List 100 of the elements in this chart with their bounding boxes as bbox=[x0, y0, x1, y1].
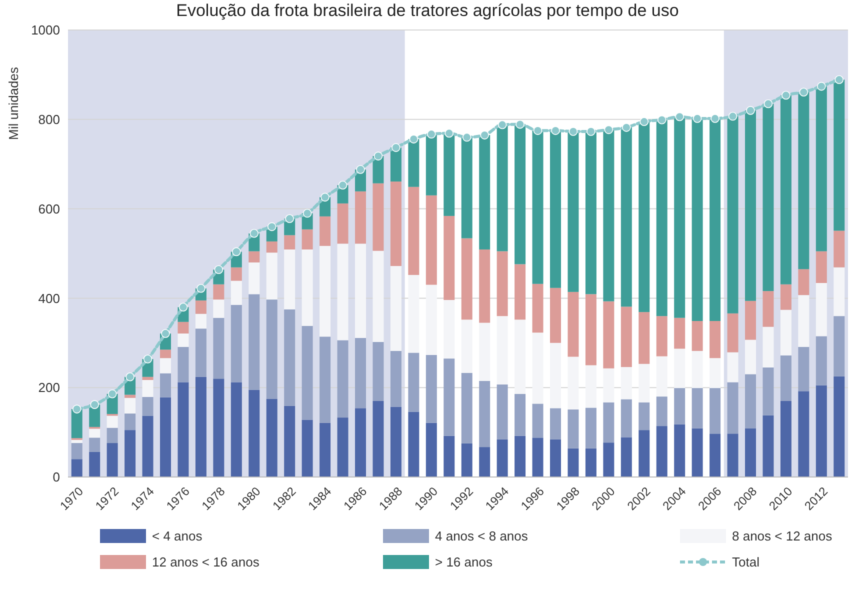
bar bbox=[710, 320, 721, 358]
point bbox=[338, 180, 348, 190]
bar bbox=[355, 408, 366, 477]
bar bbox=[195, 300, 206, 314]
bar bbox=[106, 416, 118, 428]
point bbox=[728, 112, 738, 121]
point bbox=[568, 127, 578, 136]
bar bbox=[248, 390, 260, 477]
bar bbox=[834, 267, 845, 316]
bar bbox=[230, 267, 242, 281]
bar bbox=[532, 284, 544, 333]
point bbox=[586, 127, 596, 136]
bar bbox=[620, 127, 632, 307]
bar bbox=[213, 318, 224, 379]
bar bbox=[408, 186, 420, 275]
bar bbox=[408, 274, 420, 353]
point bbox=[498, 120, 507, 130]
bar bbox=[248, 251, 260, 262]
bar bbox=[124, 430, 136, 477]
point bbox=[480, 130, 489, 140]
bar bbox=[320, 246, 331, 337]
bar bbox=[479, 249, 490, 323]
legend-label: < 4 anos bbox=[152, 528, 203, 544]
bar bbox=[496, 439, 508, 477]
bar bbox=[727, 116, 738, 314]
bar bbox=[620, 399, 632, 438]
bar bbox=[550, 288, 561, 343]
bar bbox=[816, 251, 827, 283]
bar bbox=[514, 394, 526, 436]
bar bbox=[692, 350, 703, 388]
bar bbox=[710, 118, 721, 321]
bar bbox=[620, 367, 632, 400]
bar bbox=[638, 122, 650, 312]
bar bbox=[745, 340, 756, 374]
bar bbox=[674, 424, 686, 477]
bar bbox=[514, 320, 526, 394]
bar bbox=[372, 183, 384, 251]
bar bbox=[727, 382, 738, 434]
point bbox=[640, 117, 649, 126]
point bbox=[374, 152, 383, 160]
bar bbox=[780, 95, 792, 284]
point bbox=[302, 208, 312, 218]
bar bbox=[160, 397, 171, 477]
point bbox=[320, 192, 330, 202]
bar bbox=[496, 384, 508, 440]
legend-label: 4 anos < 8 anos bbox=[435, 528, 528, 544]
bar bbox=[160, 350, 171, 358]
bar bbox=[620, 306, 632, 368]
bar bbox=[780, 355, 792, 402]
bar bbox=[320, 422, 331, 477]
bar bbox=[426, 354, 437, 423]
y-tick-label: 0 bbox=[52, 470, 60, 485]
bar bbox=[390, 266, 402, 351]
bar bbox=[178, 322, 189, 334]
point bbox=[356, 165, 365, 174]
y-tick-label: 1000 bbox=[31, 22, 60, 38]
point bbox=[108, 389, 117, 398]
point bbox=[622, 123, 631, 132]
bar bbox=[213, 378, 224, 477]
legend-label: 12 anos < 16 anos bbox=[152, 554, 260, 570]
bar bbox=[408, 412, 420, 477]
bar bbox=[372, 401, 384, 477]
bar bbox=[568, 292, 579, 357]
point bbox=[551, 126, 560, 135]
bar bbox=[603, 442, 614, 477]
bar bbox=[762, 367, 774, 416]
point bbox=[427, 130, 436, 139]
bar bbox=[284, 406, 296, 477]
bar bbox=[496, 316, 508, 384]
bar bbox=[496, 251, 508, 316]
bar bbox=[568, 131, 579, 292]
bar bbox=[195, 314, 206, 329]
bar bbox=[337, 244, 348, 340]
bar bbox=[426, 422, 437, 477]
bar bbox=[745, 374, 756, 428]
point bbox=[161, 329, 170, 338]
bar bbox=[727, 434, 738, 477]
bar bbox=[178, 382, 189, 477]
bar bbox=[710, 388, 721, 434]
bar bbox=[834, 230, 845, 268]
bar bbox=[390, 182, 402, 266]
bar bbox=[710, 434, 721, 477]
bar bbox=[337, 203, 348, 244]
bar bbox=[106, 443, 118, 477]
bar bbox=[762, 104, 774, 292]
bar bbox=[798, 92, 810, 270]
point bbox=[72, 404, 82, 414]
bar bbox=[142, 416, 154, 477]
bar bbox=[798, 295, 810, 347]
point bbox=[657, 115, 666, 124]
bar bbox=[355, 244, 366, 338]
bar bbox=[444, 133, 455, 216]
bar bbox=[124, 398, 136, 414]
y-tick-label: 400 bbox=[38, 290, 60, 306]
bar bbox=[71, 443, 82, 460]
bar bbox=[656, 316, 668, 356]
bar bbox=[302, 420, 313, 477]
bar bbox=[656, 120, 668, 316]
bar bbox=[585, 408, 596, 448]
bar bbox=[585, 294, 596, 366]
